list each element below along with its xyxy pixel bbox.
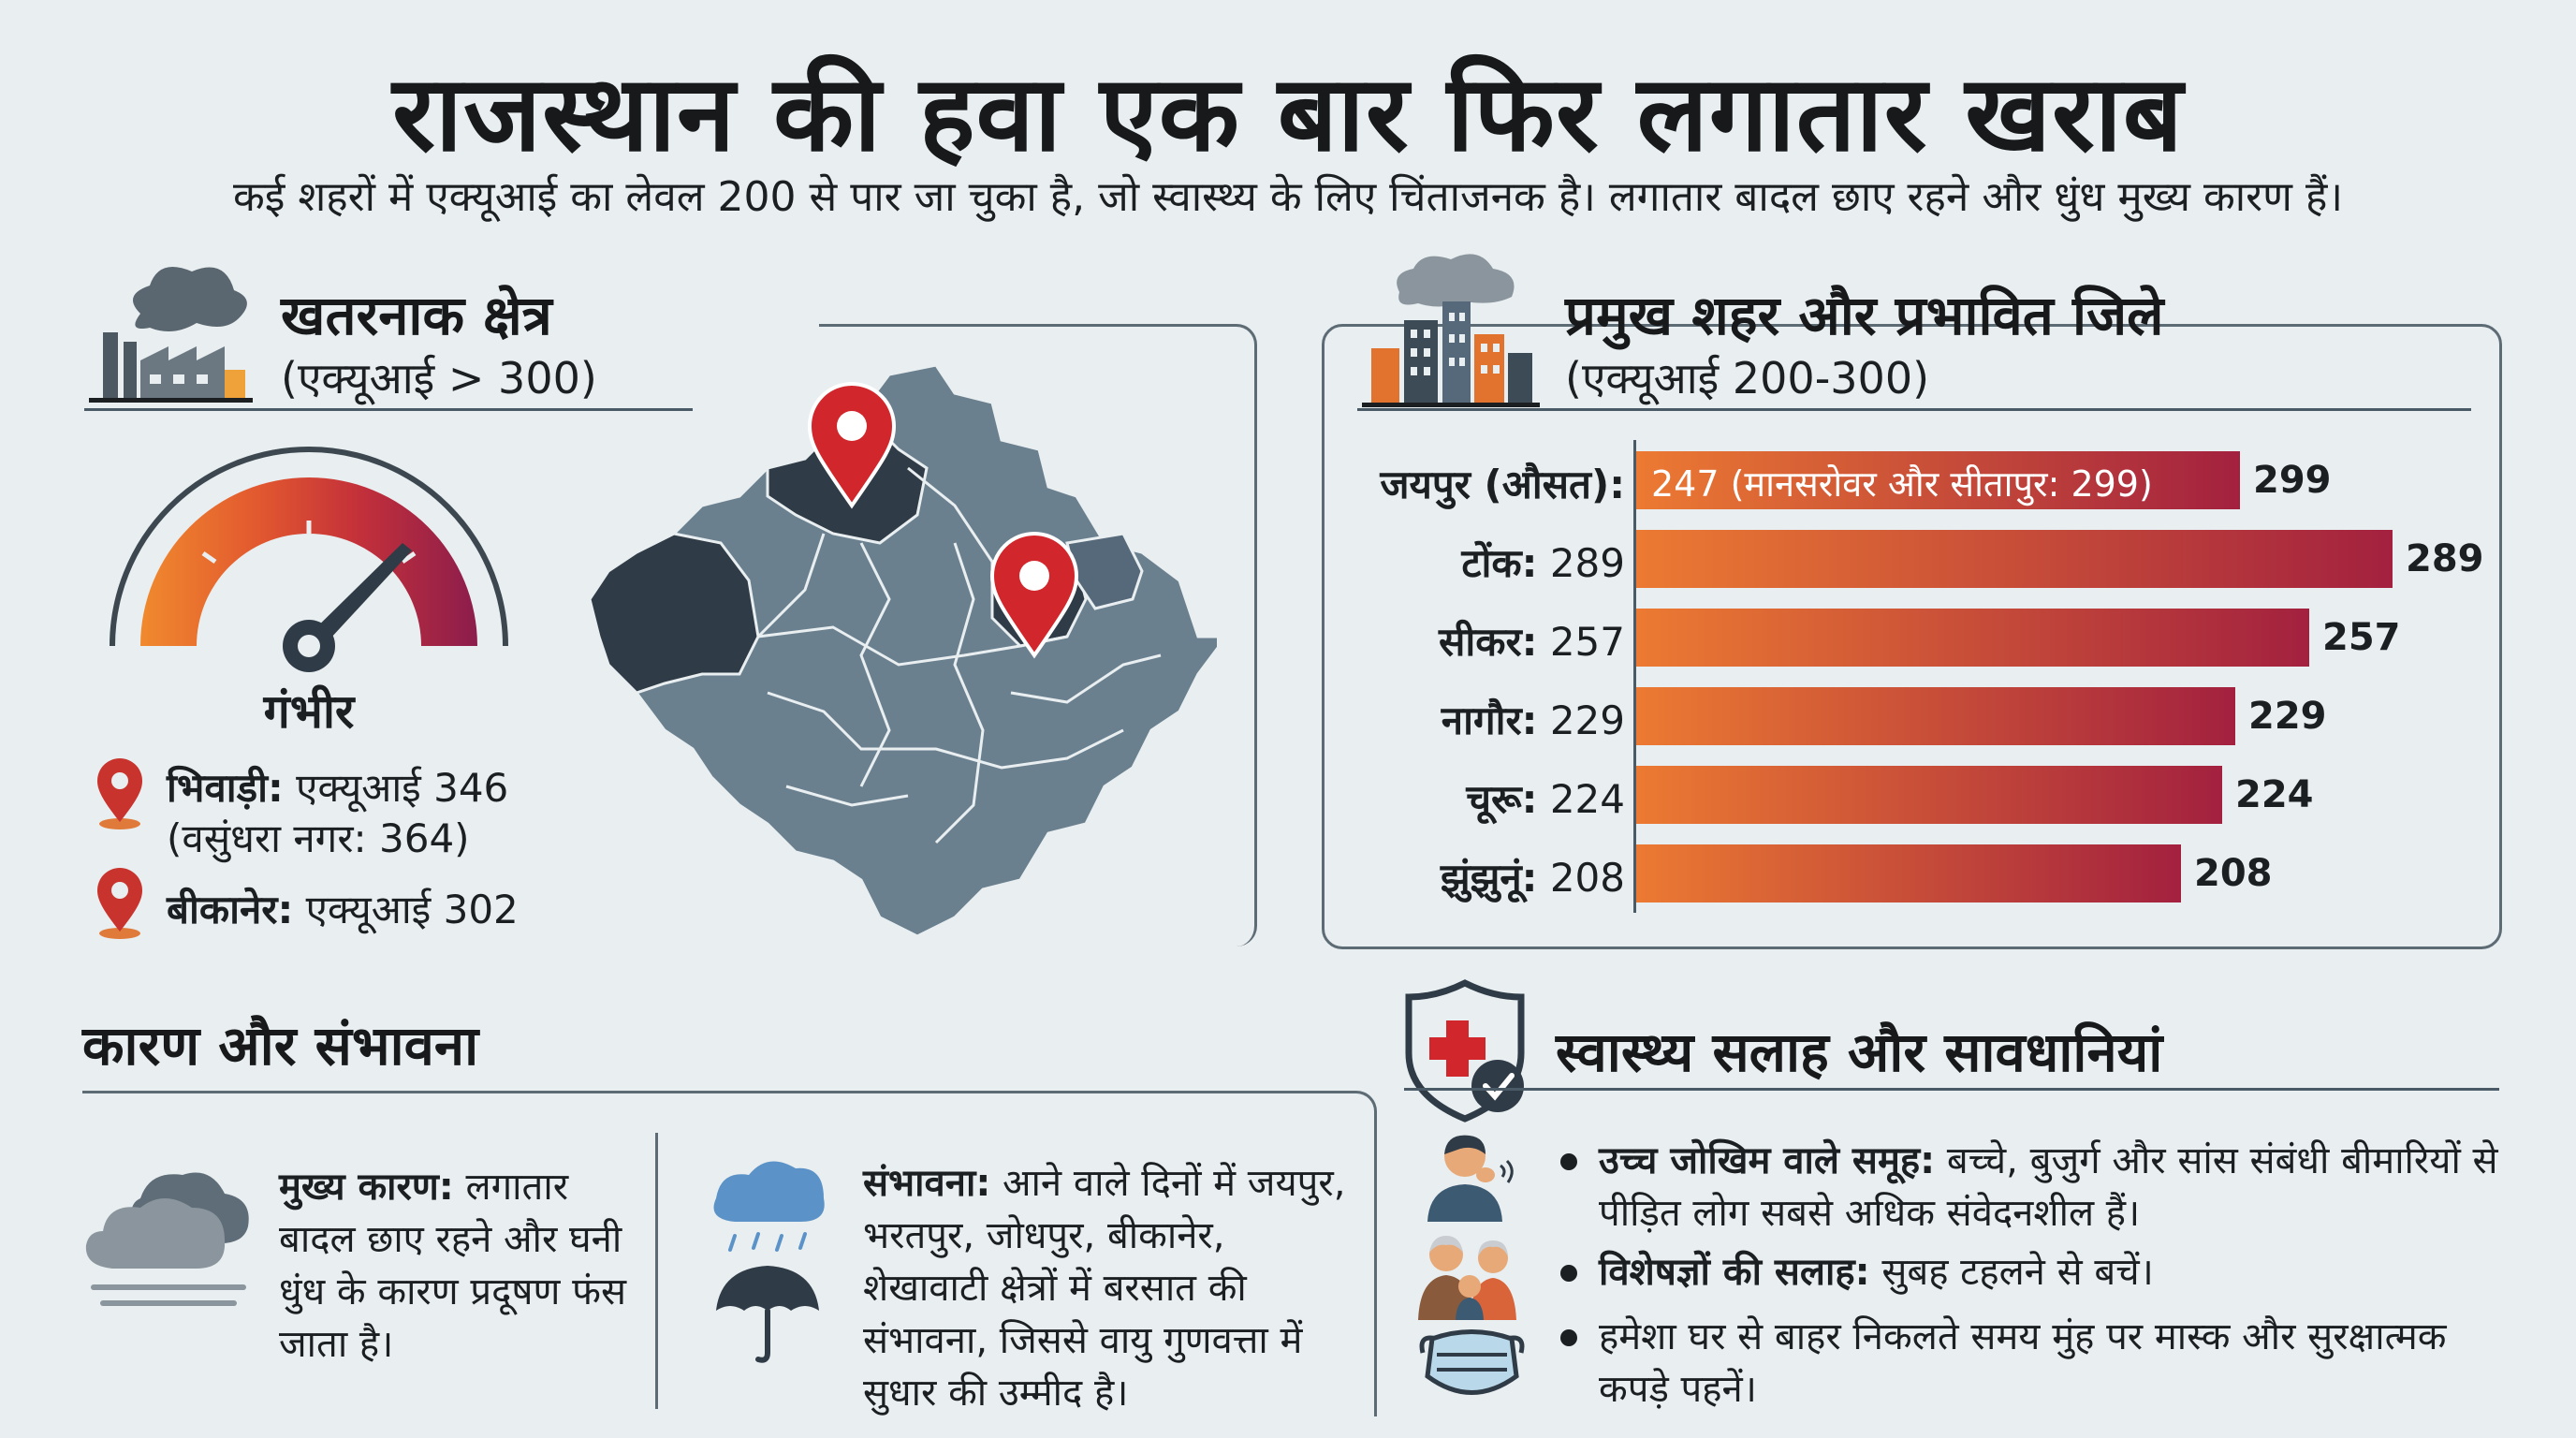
rajasthan-map — [588, 363, 1217, 938]
map-panel — [819, 324, 1257, 946]
page-title: राजस्थान की हवा एक बार फिर लगातार खराब — [392, 53, 2184, 175]
causes-title: कारण और संभावना — [82, 1014, 479, 1078]
face-mask-icon — [1419, 1329, 1525, 1395]
bar-label: जयपुर (औसत): — [1380, 462, 1625, 507]
factory-icon — [89, 267, 253, 403]
health-shield-icon — [1405, 979, 1525, 1123]
bar-value: 208 — [2194, 852, 2273, 895]
coughing-person-icon — [1427, 1135, 1514, 1222]
bar-label: टोंक: 289 — [1461, 540, 1625, 586]
bar-label: सीकर: 257 — [1438, 619, 1625, 665]
danger-location-1: भिवाड़ी: एक्यूआई 346 — [167, 765, 509, 811]
map-pin-icon — [989, 532, 1079, 659]
bar: 247 (मानसरोवर और सीतापुर: 299) — [1636, 451, 2240, 509]
health-item-3: हमेशा घर से बाहर निकलते समय मुंह पर मास्… — [1599, 1315, 2447, 1411]
aqi-gauge — [110, 447, 508, 672]
bar — [1636, 609, 2309, 667]
bar-value: 257 — [2322, 616, 2401, 659]
danger-location-1-note: (वसुंधरा नगर: 364) — [167, 815, 470, 861]
bar-value: 289 — [2406, 537, 2484, 580]
bullet-icon — [1560, 1265, 1577, 1282]
health-divider — [1404, 1088, 2499, 1091]
danger-subtitle: (एक्यूआई > 300) — [281, 353, 597, 404]
gauge-label: गंभीर — [263, 684, 355, 739]
forecast-text: संभावना: आने वाले दिनों में जयपुर, भरतपु… — [863, 1162, 1346, 1415]
bar-label: चूरू: 224 — [1466, 776, 1625, 822]
danger-title: खतरनाक क्षेत्र — [281, 284, 552, 347]
bar — [1636, 844, 2181, 902]
bar-value: 229 — [2248, 695, 2327, 738]
danger-divider — [84, 408, 693, 411]
causes-separator — [655, 1133, 658, 1409]
bar-value: 299 — [2253, 459, 2332, 502]
bar-value: 224 — [2235, 773, 2314, 816]
bar-label: नागौर: 229 — [1441, 697, 1625, 743]
cities-divider — [1357, 408, 2471, 411]
elderly-family-icon — [1418, 1236, 1516, 1320]
bar-label: झुंझुनूं: 208 — [1440, 855, 1625, 901]
map-pin-icon — [807, 382, 897, 509]
bullet-icon — [1560, 1153, 1577, 1170]
bar-inline-label: 247 (मानसरोवर और सीतापुर: 299) — [1651, 463, 2153, 505]
bar — [1636, 530, 2393, 588]
city-buildings-icon — [1362, 254, 1540, 407]
health-item-1: उच्च जोखिम वाले समूह: बच्चे, बुजुर्ग और … — [1599, 1139, 2498, 1235]
location-pin-icon — [97, 758, 142, 829]
chart-axis — [1633, 440, 1636, 913]
health-title: स्वास्थ्य सलाह और सावधानियां — [1556, 1020, 2163, 1084]
cities-title: प्रमुख शहर और प्रभावित जिले — [1565, 284, 2164, 347]
main-cause-text: मुख्य कारण: लगातार बादल छाए रहने और घनी … — [279, 1166, 627, 1366]
cloud-fog-icon — [85, 1172, 249, 1306]
causes-panel — [82, 1091, 1377, 1416]
bullet-icon — [1560, 1329, 1577, 1346]
cities-subtitle: (एक्यूआई 200-300) — [1565, 353, 1930, 404]
danger-location-2: बीकानेर: एक्यूआई 302 — [167, 887, 519, 932]
bar — [1636, 687, 2235, 745]
rain-umbrella-icon — [713, 1161, 825, 1363]
page-subtitle: कई शहरों में एक्यूआई का लेवल 200 से पार … — [232, 173, 2344, 221]
location-pin-icon — [97, 868, 142, 939]
cities-panel — [1322, 324, 2502, 949]
health-item-2: विशेषज्ञों की सलाह: सुबह टहलने से बचें। — [1599, 1251, 2154, 1294]
bar — [1636, 766, 2222, 824]
